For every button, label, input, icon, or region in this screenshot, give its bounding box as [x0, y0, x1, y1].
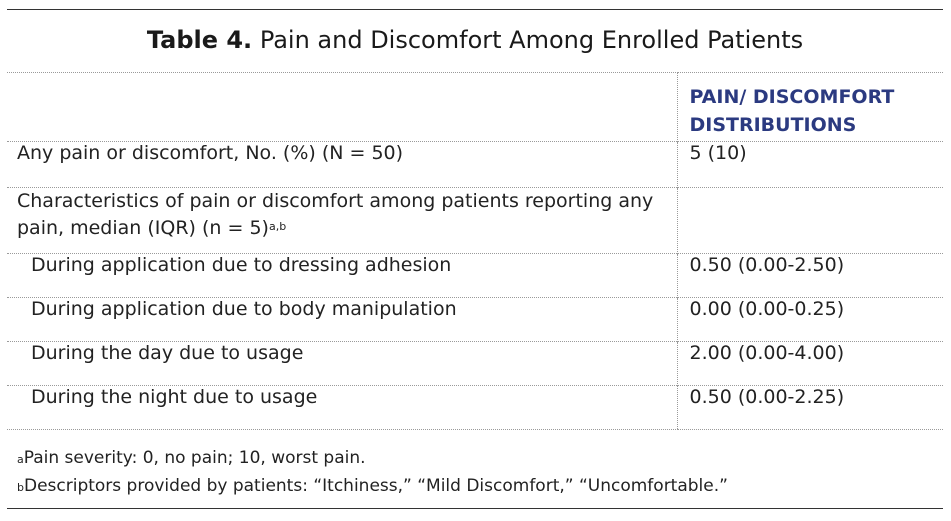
footnote-text-b: Descriptors provided by patients: “Itchi…: [23, 476, 728, 496]
row-label-any-pain: Any pain or discomfort, No. (%) (N = 50): [7, 141, 677, 188]
header-distributions: PAIN/ DISCOMFORT DISTRIBUTIONS: [676, 72, 943, 142]
header-row: PAIN/ DISCOMFORT DISTRIBUTIONS: [7, 72, 943, 142]
footnotes: aPain severity: 0, no pain; 10, worst pa…: [17, 444, 728, 500]
row-label-characteristics: Characteristics of pain or discomfort am…: [7, 187, 677, 254]
pain-table: PAIN/ DISCOMFORT DISTRIBUTIONS Any pain …: [7, 72, 943, 430]
characteristics-footnote-marks: a,b: [268, 220, 287, 233]
row-value-day-usage: 2.00 (0.00-4.00): [676, 341, 943, 386]
bottom-rule: [7, 508, 943, 509]
row-label-dressing-adhesion: During application due to dressing adhes…: [7, 253, 677, 298]
table-row: Any pain or discomfort, No. (%) (N = 50)…: [7, 141, 943, 188]
characteristics-text: Characteristics of pain or discomfort am…: [17, 190, 654, 239]
row-value-night-usage: 0.50 (0.00-2.25): [676, 385, 943, 430]
row-value-body-manipulation: 0.00 (0.00-0.25): [676, 297, 943, 342]
row-label-body-manipulation: During application due to body manipulat…: [7, 297, 677, 342]
table-row: During application due to dressing adhes…: [7, 253, 943, 298]
footnote-mark-a: a: [17, 453, 24, 466]
top-rule: [7, 9, 943, 10]
footnote-mark-b: b: [17, 481, 24, 494]
table-row: During the day due to usage 2.00 (0.00-4…: [7, 341, 943, 386]
row-label-day-usage: During the day due to usage: [7, 341, 677, 386]
table-number: Table 4.: [146, 26, 253, 54]
footnote-b: bDescriptors provided by patients: “Itch…: [17, 472, 728, 500]
header-empty-cell: [7, 72, 677, 142]
row-value-characteristics: [676, 187, 943, 254]
row-value-dressing-adhesion: 0.50 (0.00-2.50): [676, 253, 943, 298]
table-title: Table 4. Pain and Discomfort Among Enrol…: [7, 26, 943, 54]
row-label-night-usage: During the night due to usage: [7, 385, 677, 430]
footnote-a: aPain severity: 0, no pain; 10, worst pa…: [17, 444, 728, 472]
table-row: During application due to body manipulat…: [7, 297, 943, 342]
table-title-text: Pain and Discomfort Among Enrolled Patie…: [259, 26, 804, 54]
footnote-text-a: Pain severity: 0, no pain; 10, worst pai…: [23, 448, 366, 468]
row-value-any-pain: 5 (10): [676, 141, 943, 188]
table-row: During the night due to usage 0.50 (0.00…: [7, 385, 943, 430]
table-row: Characteristics of pain or discomfort am…: [7, 187, 943, 254]
